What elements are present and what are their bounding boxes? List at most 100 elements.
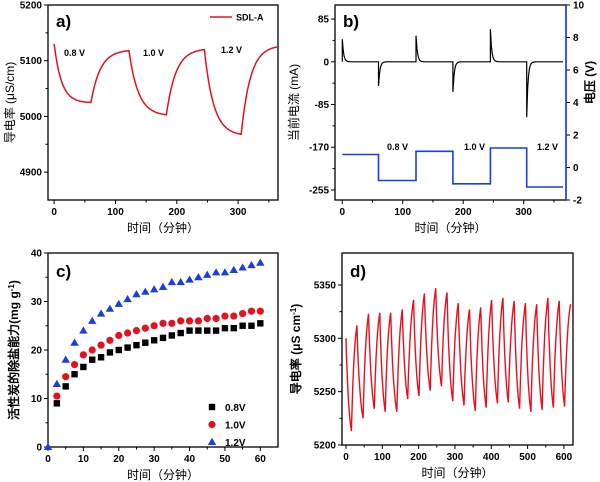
x-tick-label: 300 xyxy=(447,452,464,463)
legend-label: 0.8V xyxy=(225,403,246,414)
data-point-1.0v xyxy=(141,324,149,332)
data-point-0.8v xyxy=(186,327,193,334)
y-tick-label: 5000 xyxy=(20,112,43,123)
x-tick-label: 0 xyxy=(51,207,57,218)
data-point-1.2v xyxy=(203,270,212,278)
data-point-1.0v xyxy=(239,310,247,318)
data-point-1.0v xyxy=(203,314,211,323)
data-point-0.8v xyxy=(80,363,87,371)
y-tick-label: -85 xyxy=(315,100,330,111)
y-tick-label: 5100 xyxy=(20,56,43,67)
data-point-1.2v xyxy=(79,326,88,334)
data-point-1.2v xyxy=(43,442,53,450)
y-tick-label: 5200 xyxy=(314,441,337,452)
data-point-1.0v xyxy=(247,307,256,315)
x-axis-label: 时间（分钟） xyxy=(127,220,199,235)
y-tick-label: 0 xyxy=(36,443,42,454)
x-axis-label: 时间（分钟） xyxy=(421,465,493,480)
y2-tick-label: 2 xyxy=(573,131,579,142)
data-point-1.0v xyxy=(208,420,216,429)
data-point-0.8v xyxy=(230,324,237,332)
plot-frame xyxy=(47,252,279,448)
series-0.8v xyxy=(53,320,264,407)
panel-a-chart: 0 100 200 300 4900 5000 5100 5200 时间（分钟） a) 导电率 (μ… xyxy=(2,1,279,235)
series-1.2v xyxy=(43,258,265,450)
y-axis-label: 当前电流 (mA) xyxy=(286,64,301,141)
data-point-1.0v xyxy=(256,307,264,315)
x-tick-label: 40 xyxy=(184,454,196,465)
data-point-1.2v xyxy=(167,277,177,286)
x-tick-label: 300 xyxy=(515,207,532,218)
y-axis-label-end: ) xyxy=(7,280,21,284)
data-point-1.0v xyxy=(106,336,114,344)
data-point-1.0v xyxy=(168,319,176,327)
plot-frame xyxy=(47,4,279,201)
x-tick-label: 0 xyxy=(45,454,51,465)
panel-label: d) xyxy=(350,262,366,281)
y2-tick-label: 0 xyxy=(573,163,579,174)
data-point-1.0v xyxy=(177,317,185,325)
y-axis-label: 导电率 (μS/cm) xyxy=(2,62,17,144)
plot-frame xyxy=(341,252,574,446)
annotation: 1.2 V xyxy=(537,142,558,152)
current-line xyxy=(341,29,563,118)
data-point-1.2v xyxy=(114,299,123,307)
y-tick-label: 30 xyxy=(31,297,43,308)
data-point-1.0v xyxy=(132,327,141,335)
plot-frame xyxy=(334,4,567,201)
data-point-0.8v xyxy=(150,337,158,344)
data-point-1.2v xyxy=(105,304,115,312)
data-point-0.8v xyxy=(159,334,167,342)
data-point-0.8v xyxy=(195,327,202,334)
data-point-1.2v xyxy=(185,275,194,283)
x-tick-label: 100 xyxy=(107,207,124,218)
x-tick-label: 50 xyxy=(219,454,231,465)
data-point-0.8v xyxy=(204,327,211,334)
data-point-0.8v xyxy=(89,356,96,363)
data-point-1.2v xyxy=(256,258,265,266)
data-point-1.0v xyxy=(159,319,167,327)
data-point-1.2v xyxy=(52,379,62,387)
y2-tick-label: -2 xyxy=(573,196,582,207)
data-point-1.0v xyxy=(88,346,96,354)
x-tick-label: 500 xyxy=(519,452,536,463)
data-point-0.8v xyxy=(208,403,216,411)
data-point-1.2v xyxy=(96,309,106,317)
data-point-0.8v xyxy=(115,346,122,354)
x-tick-label: 0 xyxy=(343,452,349,463)
annotation: 1.2 V xyxy=(221,45,242,55)
y-axis-label-main: 活性炭的除盐能力(mg g xyxy=(6,291,21,420)
legend-label: 1.0V xyxy=(225,421,246,432)
panel-label: b) xyxy=(343,12,359,31)
y2-axis-label: 电压 (V) xyxy=(582,61,597,104)
y-tick-label: 20 xyxy=(31,346,43,357)
data-point-1.2v xyxy=(220,268,230,276)
y-axis-label: 导电率 (μS cm-1) xyxy=(288,304,303,394)
data-point-0.8v xyxy=(212,327,220,334)
data-point-1.0v xyxy=(230,312,238,320)
data-point-1.0v xyxy=(70,360,79,369)
data-point-0.8v xyxy=(106,349,114,356)
y-axis-label-end: ) xyxy=(289,304,303,308)
y2-tick-label: 10 xyxy=(573,1,585,12)
legend-label: 1.2V xyxy=(225,438,246,449)
annotation: 1.0 V xyxy=(464,142,485,152)
data-point-1.0v xyxy=(194,317,202,325)
panel-label: a) xyxy=(56,12,71,31)
series-line-conductivity xyxy=(345,288,572,432)
panel-label: c) xyxy=(56,262,71,281)
data-point-1.2v xyxy=(247,260,256,269)
x-tick-label: 0 xyxy=(339,207,345,218)
y-tick-label: 5250 xyxy=(314,387,337,398)
data-point-1.2v xyxy=(70,338,79,346)
data-point-1.2v xyxy=(176,277,185,286)
y-tick-label: 5300 xyxy=(314,334,337,345)
y-axis-label-sup: -1 xyxy=(289,307,298,315)
x-tick-label: 10 xyxy=(78,454,90,465)
y-tick-label: 40 xyxy=(31,249,43,260)
data-point-1.2v xyxy=(123,294,132,303)
data-point-1.2v xyxy=(211,268,221,276)
data-point-0.8v xyxy=(168,332,176,339)
data-point-1.0v xyxy=(79,351,87,359)
